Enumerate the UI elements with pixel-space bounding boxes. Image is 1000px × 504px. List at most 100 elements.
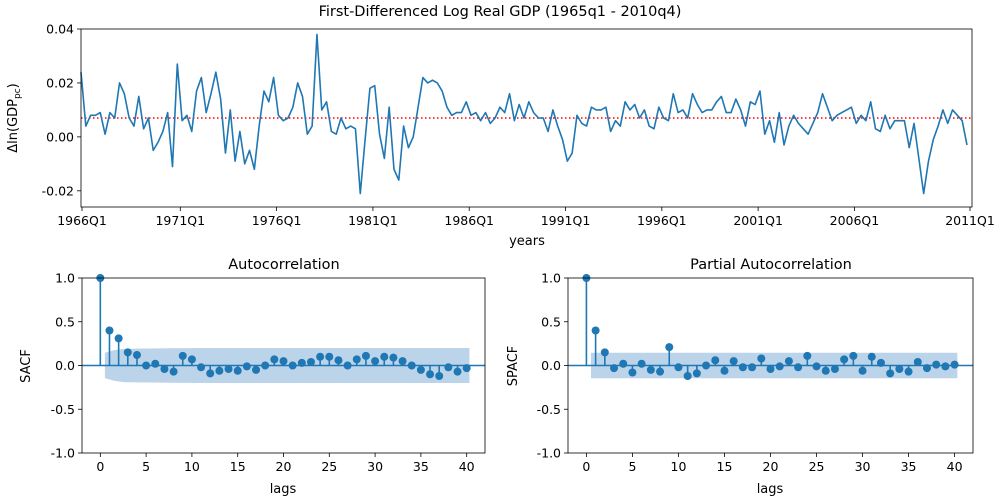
pacf-marker: [637, 359, 646, 368]
pacf-x-tick-label: 25: [809, 459, 825, 474]
gdp-series-line: [80, 33, 968, 195]
pacf-marker: [600, 348, 609, 357]
pacf-chart: Partial Autocorrelation 0 5 10 15 20 25 30 35 40…: [506, 257, 974, 497]
pacf-marker: [913, 358, 922, 366]
gdp-x-tick-label: 1981Q1: [348, 213, 398, 228]
acf-marker: [380, 352, 389, 361]
pacf-marker: [849, 351, 858, 360]
acf-y-axis-label: SACF: [19, 349, 34, 383]
pacf-x-tick-label: 20: [763, 459, 779, 474]
gdp-x-tick-label: 2001Q1: [733, 213, 783, 228]
acf-marker: [105, 326, 114, 335]
acf-marker: [343, 361, 352, 370]
pacf-marker: [784, 357, 793, 366]
acf-marker: [233, 366, 242, 375]
acf-marker: [169, 367, 178, 376]
gdp-x-tick-label: 2006Q1: [830, 213, 880, 228]
pacf-marker: [821, 366, 830, 375]
acf-marker: [187, 355, 196, 364]
acf-marker: [160, 365, 169, 373]
gdp-x-axis: 1966Q1 1971Q1 1976Q1 1981Q1 1986Q1 1991Q1 1996…: [57, 207, 995, 228]
acf-marker: [178, 351, 187, 360]
acf-marker: [206, 369, 215, 378]
acf-marker: [215, 366, 224, 375]
gdp-x-axis-label: years: [509, 234, 545, 249]
acf-chart: Autocorrelation 0 5 10 15 20 25 30 35 40 1.0 0.5 0…: [19, 257, 486, 497]
pacf-x-tick-label: 35: [901, 459, 917, 474]
pacf-marker: [858, 366, 867, 375]
gdp-y-tick-label: -0.02: [42, 183, 74, 198]
gdp-y-label-end: ): [6, 83, 21, 88]
pacf-x-tick-label: 0: [582, 459, 590, 474]
pacf-marker: [738, 363, 747, 372]
acf-marker: [371, 357, 380, 366]
acf-x-tick-label: 25: [321, 459, 337, 474]
acf-marker: [398, 357, 407, 366]
pacf-y-tick-label: 0.0: [541, 358, 561, 373]
acf-x-tick-label: 5: [142, 459, 150, 474]
acf-x-tick-label: 0: [96, 459, 104, 474]
acf-marker: [316, 352, 325, 361]
gdp-y-axis: 0.04 0.02 0.00 -0.02: [42, 22, 81, 198]
acf-marker: [444, 363, 453, 372]
acf-plot-area: [82, 274, 485, 383]
pacf-marker: [665, 343, 674, 352]
pacf-y-tick-label: -1.0: [537, 446, 561, 461]
acf-x-tick-label: 15: [230, 459, 246, 474]
pacf-marker: [729, 357, 738, 366]
pacf-marker: [711, 356, 720, 365]
pacf-marker: [674, 363, 683, 372]
gdp-x-tick-label: 1996Q1: [637, 213, 687, 228]
pacf-marker: [646, 365, 655, 374]
gdp-x-tick-label: 1971Q1: [155, 213, 205, 228]
acf-marker: [306, 358, 315, 366]
pacf-marker: [619, 359, 628, 368]
acf-y-tick-label: 1.0: [55, 271, 75, 286]
acf-marker: [389, 353, 398, 362]
pacf-marker: [720, 366, 729, 375]
acf-marker: [261, 361, 270, 370]
gdp-x-tick-label: 1966Q1: [57, 213, 107, 228]
acf-x-tick-label: 40: [459, 459, 475, 474]
acf-marker: [352, 355, 361, 364]
pacf-title: Partial Autocorrelation: [690, 257, 852, 273]
pacf-marker: [876, 358, 885, 367]
acf-marker: [361, 351, 370, 360]
acf-marker: [435, 372, 444, 380]
pacf-marker: [794, 363, 803, 372]
acf-marker: [297, 358, 306, 367]
acf-marker: [197, 363, 206, 372]
acf-marker: [270, 355, 279, 364]
acf-x-tick-label: 10: [184, 459, 200, 474]
pacf-marker: [757, 354, 766, 363]
pacf-y-tick-label: 0.5: [541, 314, 561, 329]
acf-marker: [407, 361, 416, 370]
gdp-x-tick-label: 2011Q1: [945, 213, 995, 228]
pacf-marker: [904, 367, 913, 376]
pacf-marker: [950, 360, 959, 369]
pacf-marker: [840, 355, 849, 364]
acf-marker: [123, 348, 132, 357]
acf-y-axis: 1.0 0.5 0.0 -0.5 -1.0: [51, 271, 82, 461]
pacf-marker: [886, 369, 895, 378]
pacf-x-tick-label: 15: [717, 459, 733, 474]
gdp-y-label-subscript: pc: [13, 88, 23, 99]
gdp-x-tick-label: 1976Q1: [252, 213, 302, 228]
pacf-marker: [702, 361, 711, 370]
acf-marker: [151, 359, 160, 368]
gdp-line-chart: First-Differenced Log Real GDP (1965q1 -…: [6, 4, 995, 249]
pacf-x-tick-label: 30: [855, 459, 871, 474]
pacf-y-axis-label: SPACF: [506, 346, 521, 386]
pacf-marker: [895, 365, 904, 373]
pacf-y-tick-label: 1.0: [541, 271, 561, 286]
acf-marker: [462, 364, 471, 373]
acf-title: Autocorrelation: [228, 257, 339, 273]
pacf-marker: [656, 367, 665, 376]
pacf-marker: [692, 369, 701, 378]
pacf-marker: [803, 351, 812, 360]
acf-marker: [242, 362, 251, 371]
gdp-y-tick-label: 0.04: [46, 22, 74, 37]
acf-marker: [114, 334, 123, 343]
pacf-marker: [812, 362, 821, 371]
acf-x-tick-label: 30: [367, 459, 383, 474]
